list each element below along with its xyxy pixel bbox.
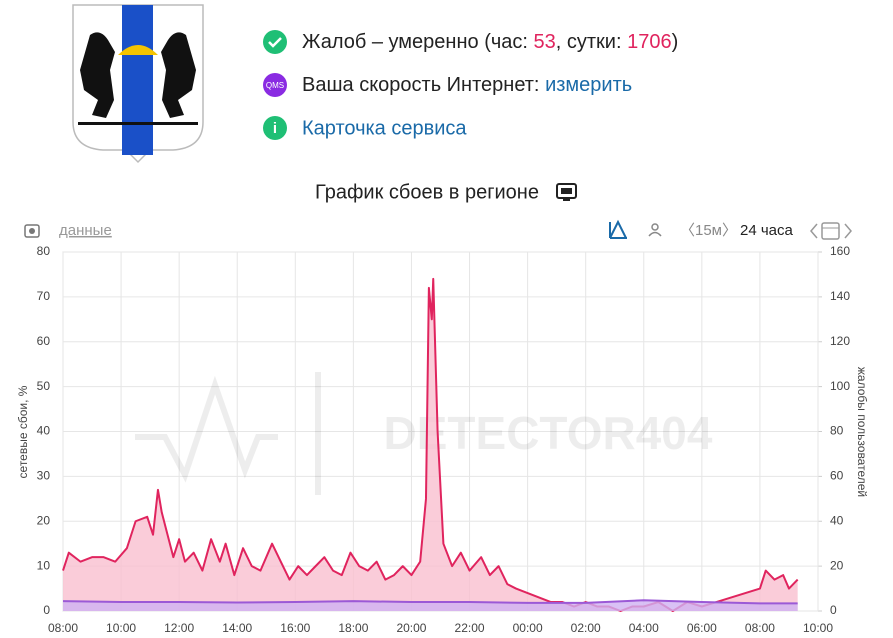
y2-tick-label: 160 xyxy=(830,244,850,258)
x-tick-label: 02:00 xyxy=(571,621,601,635)
interval-toggle[interactable]: 〈15м〉 xyxy=(680,222,737,239)
watermark-logo xyxy=(135,372,321,495)
x-tick-label: 12:00 xyxy=(164,621,194,635)
x-tick-label: 04:00 xyxy=(629,621,659,635)
y-tick-label: 0 xyxy=(43,603,50,617)
period-toggle[interactable]: 24 часа xyxy=(740,222,794,239)
y2-tick-label: 0 xyxy=(830,603,837,617)
data-link[interactable]: данные xyxy=(59,222,112,239)
coat-of-arms xyxy=(72,4,204,164)
y2-tick-label: 60 xyxy=(830,469,844,483)
x-tick-label: 08:00 xyxy=(48,621,78,635)
x-tick-label: 20:00 xyxy=(396,621,426,635)
x-tick-label: 00:00 xyxy=(513,621,543,635)
qms-badge xyxy=(263,73,287,97)
chart: 0 10 20 30 40 50 60 70 80 0 20 40 60 80 100 120 140 160 08… xyxy=(16,244,869,635)
qms-badge-text: QMS xyxy=(266,81,284,90)
y-tick-label: 50 xyxy=(37,379,51,393)
y2-tick-label: 120 xyxy=(830,334,850,348)
x-tick-label: 18:00 xyxy=(338,621,368,635)
series-line xyxy=(62,599,798,605)
svg-text:i: i xyxy=(273,120,277,137)
complaints-hour: 53 xyxy=(534,31,556,53)
service-link[interactable]: Карточка сервиса xyxy=(302,117,467,139)
x-tick-label: 16:00 xyxy=(280,621,310,635)
complaints-status: Жалоб – умеренно (час: 53, сутки: 1706) xyxy=(302,31,678,53)
y-axis-label: сетевые сбои, % xyxy=(16,385,30,478)
area-fill xyxy=(63,278,798,611)
y-tick-label: 10 xyxy=(37,558,51,572)
chart-heading: График сбоев в регионе xyxy=(315,181,539,203)
monitor-icon xyxy=(556,183,577,201)
x-tick-label: 08:00 xyxy=(745,621,775,635)
y-tick-label: 40 xyxy=(37,424,51,438)
user-icon[interactable] xyxy=(648,223,662,237)
complaints-mid: , сутки: xyxy=(556,31,622,53)
y-tick-label: 80 xyxy=(37,244,51,258)
speed-line: Ваша скорость Интернет: измерить xyxy=(302,74,632,96)
y2-tick-label: 20 xyxy=(830,558,844,572)
speed-text: Ваша скорость Интернет: xyxy=(302,74,540,96)
complaints-end: ) xyxy=(672,31,679,53)
x-tick-label: 06:00 xyxy=(687,621,717,635)
y2-tick-label: 100 xyxy=(830,379,850,393)
y2-tick-label: 80 xyxy=(830,424,844,438)
info-icon xyxy=(263,116,287,140)
y-tick-label: 70 xyxy=(37,289,51,303)
x-tick-label: 22:00 xyxy=(455,621,485,635)
calendar-nav[interactable] xyxy=(810,222,852,240)
y-tick-label: 20 xyxy=(37,513,51,527)
x-tick-label: 14:00 xyxy=(222,621,252,635)
complaints-text: Жалоб – умеренно (час: xyxy=(302,31,528,53)
camera-icon[interactable] xyxy=(24,224,40,238)
chart-type-icon[interactable] xyxy=(609,219,627,239)
x-tick-label: 10:00 xyxy=(803,621,833,635)
y2-tick-label: 40 xyxy=(830,513,844,527)
complaints-day: 1706 xyxy=(627,31,672,53)
speed-link[interactable]: измерить xyxy=(545,74,632,96)
y-tick-label: 30 xyxy=(37,469,51,483)
y2-axis-label: жалобы пользователей xyxy=(855,367,869,497)
y2-tick-label: 140 xyxy=(830,289,850,303)
y-tick-label: 60 xyxy=(37,334,51,348)
x-tick-label: 10:00 xyxy=(106,621,136,635)
ok-icon xyxy=(263,30,287,54)
